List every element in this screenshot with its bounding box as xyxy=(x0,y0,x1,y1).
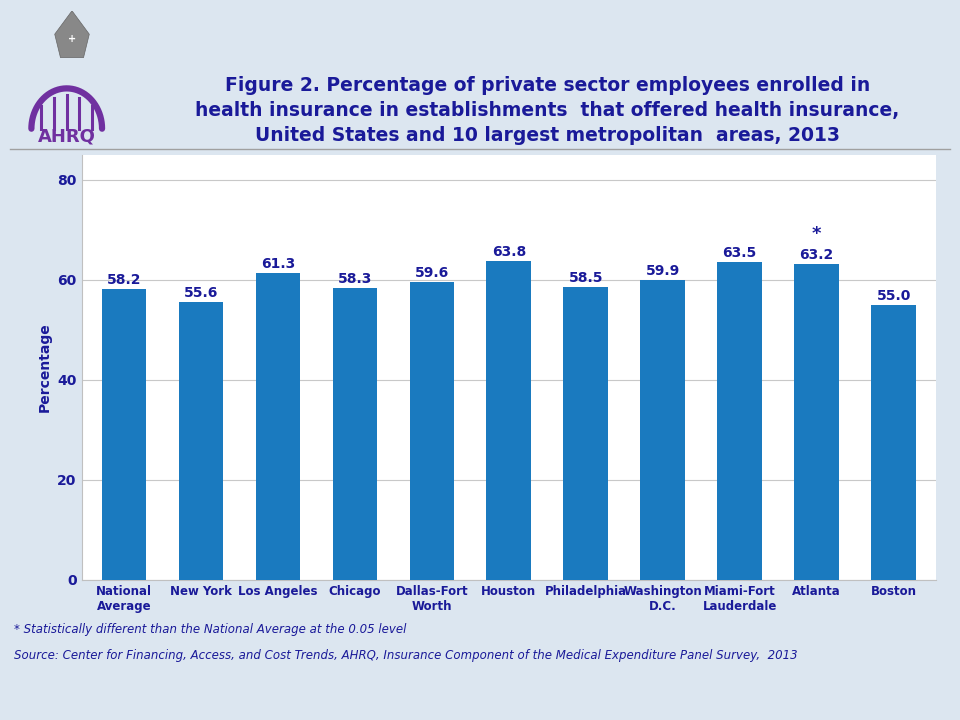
Text: 58.2: 58.2 xyxy=(107,273,141,287)
Y-axis label: Percentage: Percentage xyxy=(37,323,52,412)
Text: +: + xyxy=(68,34,76,44)
Text: 63.2: 63.2 xyxy=(800,248,834,262)
Bar xyxy=(717,262,762,580)
Bar xyxy=(640,280,685,580)
Bar xyxy=(179,302,224,580)
Text: 59.9: 59.9 xyxy=(646,264,680,278)
Bar xyxy=(872,305,916,580)
Text: 59.6: 59.6 xyxy=(415,266,449,280)
Bar xyxy=(255,274,300,580)
Text: * Statistically different than the National Average at the 0.05 level: * Statistically different than the Natio… xyxy=(14,623,407,636)
Text: Source: Center for Financing, Access, and Cost Trends, AHRQ, Insurance Component: Source: Center for Financing, Access, an… xyxy=(14,649,798,662)
Text: Figure 2. Percentage of private sector employees enrolled in
health insurance in: Figure 2. Percentage of private sector e… xyxy=(195,76,900,145)
Text: *: * xyxy=(812,225,822,243)
Text: 55.6: 55.6 xyxy=(183,286,218,300)
Bar xyxy=(332,288,377,580)
Bar xyxy=(102,289,146,580)
Text: 58.3: 58.3 xyxy=(338,272,372,287)
Bar xyxy=(794,264,839,580)
Text: 61.3: 61.3 xyxy=(261,257,295,271)
Text: 55.0: 55.0 xyxy=(876,289,911,302)
Bar xyxy=(410,282,454,580)
Text: 63.5: 63.5 xyxy=(723,246,756,260)
Text: 58.5: 58.5 xyxy=(568,271,603,285)
Polygon shape xyxy=(55,11,89,58)
Text: AHRQ: AHRQ xyxy=(37,127,96,145)
Bar xyxy=(564,287,608,580)
Text: 63.8: 63.8 xyxy=(492,245,526,258)
Bar xyxy=(487,261,531,580)
